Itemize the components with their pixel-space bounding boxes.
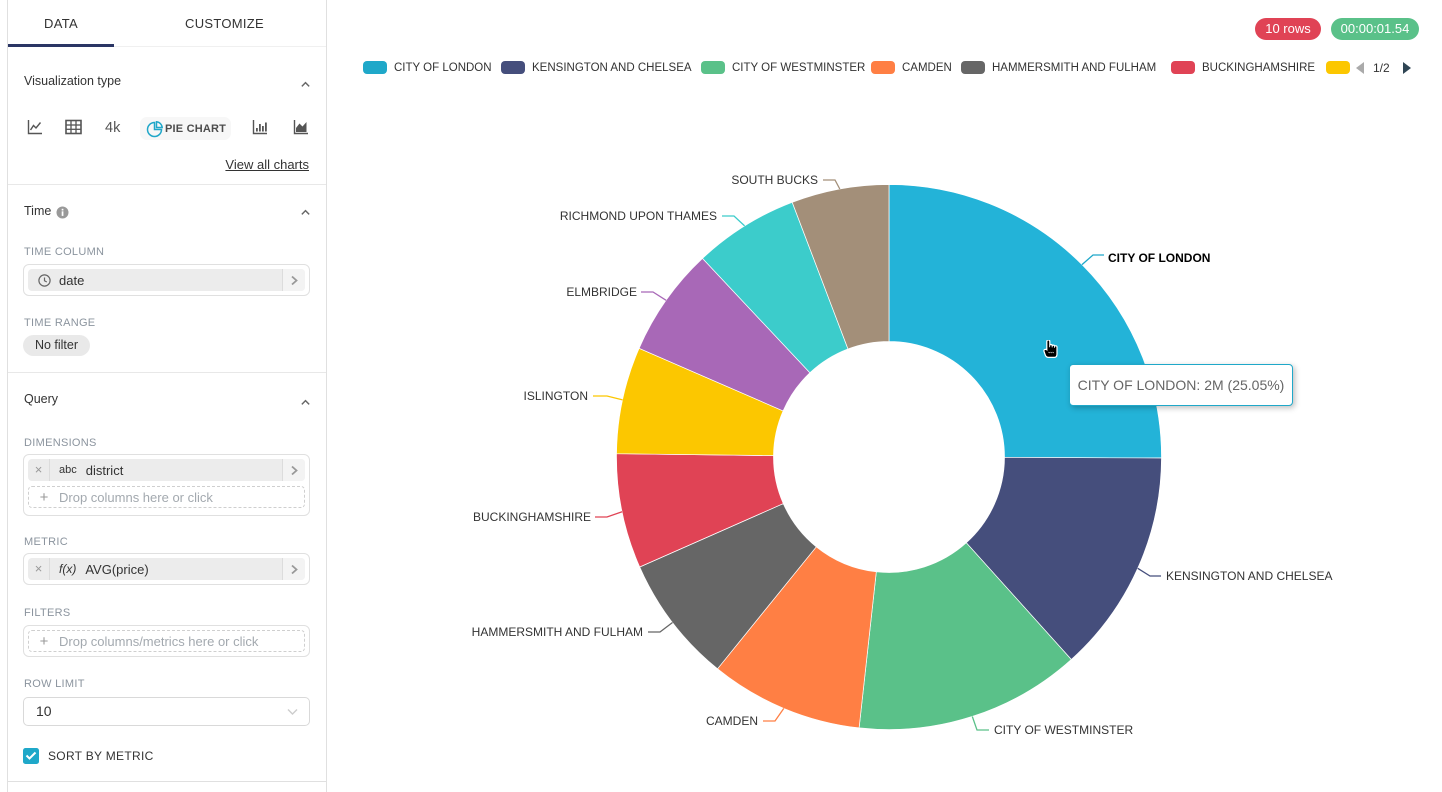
svg-text:SOUTH BUCKS: SOUTH BUCKS xyxy=(731,173,818,187)
svg-text:ELMBRIDGE: ELMBRIDGE xyxy=(566,285,637,299)
svg-text:CITY OF LONDON: CITY OF LONDON xyxy=(1108,251,1210,265)
svg-text:KENSINGTON AND CHELSEA: KENSINGTON AND CHELSEA xyxy=(1166,569,1333,583)
svg-text:RICHMOND UPON THAMES: RICHMOND UPON THAMES xyxy=(560,209,717,223)
svg-text:ISLINGTON: ISLINGTON xyxy=(524,389,588,403)
svg-text:HAMMERSMITH AND FULHAM: HAMMERSMITH AND FULHAM xyxy=(472,625,643,639)
svg-text:CITY OF WESTMINSTER: CITY OF WESTMINSTER xyxy=(994,723,1133,737)
svg-text:BUCKINGHAMSHIRE: BUCKINGHAMSHIRE xyxy=(473,510,591,524)
svg-text:CAMDEN: CAMDEN xyxy=(706,714,758,728)
